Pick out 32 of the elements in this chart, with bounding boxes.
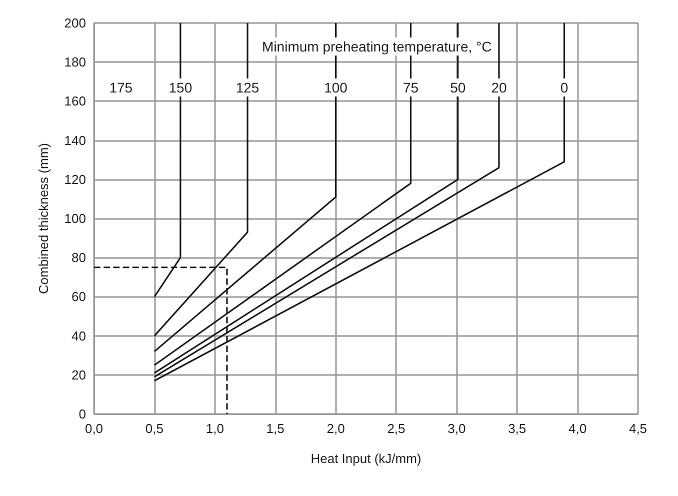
x-tick-label: 1,0 [206, 421, 224, 436]
series-label: 0 [560, 80, 568, 96]
y-tick-label: 100 [64, 211, 86, 226]
y-tick-label: 120 [64, 172, 86, 187]
series-label: 150 [168, 80, 192, 96]
y-tick-label: 20 [72, 367, 86, 382]
y-axis-title: Combined thickness (mm) [36, 143, 51, 294]
x-tick-label: 3,5 [508, 421, 526, 436]
x-tick-label: 4,5 [628, 421, 648, 436]
x-axis-title: Heat Input (kJ/mm) [310, 451, 422, 466]
series-label: 125 [236, 80, 260, 96]
y-tick-label: 0 [78, 406, 86, 422]
series-label: 20 [491, 80, 507, 96]
y-tick-label: 60 [72, 289, 86, 304]
y-tick-label: 180 [64, 54, 86, 70]
y-tick-label: 80 [72, 250, 86, 266]
x-tick-label: 0,0 [84, 421, 104, 436]
x-tick-label: 3,0 [448, 421, 466, 436]
y-tick-label: 200 [64, 16, 86, 30]
x-tick-label: 2,5 [387, 421, 406, 436]
annotation: 175 [109, 80, 133, 96]
y-tick-label: 40 [72, 328, 86, 344]
x-tick-label: 0,5 [145, 421, 164, 436]
annotation: Minimum preheating temperature, °C [262, 38, 492, 54]
x-tick-label: 2,0 [326, 421, 345, 436]
y-tick-label: 160 [64, 94, 86, 109]
series-label: 75 [402, 80, 419, 96]
y-tick-label: 140 [64, 132, 86, 148]
series-label: 50 [450, 80, 466, 96]
series-label: 100 [324, 80, 348, 96]
x-tick-label: 4,0 [568, 421, 587, 436]
x-tick-label: 1,5 [266, 421, 284, 436]
